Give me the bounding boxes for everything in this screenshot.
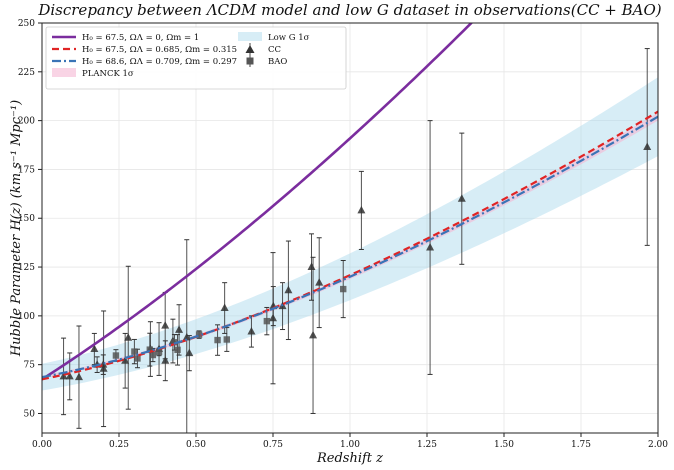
data-markers [59,142,652,381]
bao-point [131,348,138,355]
bao-point [263,317,271,325]
cc-point [99,364,108,372]
bao-point [112,352,120,359]
bao-point [214,336,221,344]
x-tick-label: 0.75 [263,440,283,450]
y-tick-label: 150 [18,214,35,224]
y-tick-label: 75 [24,361,36,371]
y-tick-label: 175 [18,165,35,175]
cc-point [175,325,184,333]
legend-label-cc: CC [268,45,281,55]
bao-point [195,331,203,338]
y-tick-label: 200 [18,117,35,127]
legend-swatch-bao [246,55,254,67]
y-tick-label: 50 [24,409,36,419]
y-axis-ticks: 50 75 100 125 150 175 200 225 250 [18,19,42,419]
cc-point [161,321,170,329]
cc-point [220,303,229,312]
x-axis-label: Redshift z [316,451,383,466]
x-axis-ticks: 0.00 0.25 0.50 0.75 1.00 1.25 1.50 1.75 2.00 [32,433,668,450]
legend-swatch-lowg-band [238,32,262,41]
y-tick-label: 125 [18,263,35,273]
bao-point [174,346,181,354]
x-tick-label: 1.25 [417,440,437,450]
cc-point [643,142,652,150]
y-tick-label: 100 [18,312,35,322]
cc-point [59,371,68,380]
legend-label-model-1: H₀ = 67.5, ΩΛ = 0, Ωm = 1 [82,33,199,43]
bao-point [340,285,347,293]
cc-point [307,262,316,271]
cc-point [90,344,99,353]
x-tick-label: 1.50 [494,440,514,450]
model-curve-3 [42,115,658,379]
legend-label-model-3: H₀ = 68.6, ΩΛ = 0.709, Ωm = 0.297 [82,57,237,67]
cc-point [74,372,83,381]
cc-point [269,313,277,322]
y-tick-label: 225 [18,68,35,78]
x-tick-label: 0.25 [109,440,129,450]
x-tick-label: 0.00 [32,440,52,450]
bao-point [223,336,230,343]
cc-point [357,205,366,214]
bao-point [149,351,157,359]
x-tick-label: 1.00 [340,440,360,450]
grid-lines [41,22,659,433]
bao-point [146,346,153,353]
bao-point [155,348,163,356]
legend-label-planck-band: PLANCK 1σ [82,69,134,79]
cc-point [457,194,466,202]
model-curve-1 [42,23,474,381]
legend-label-lowg-band: Low G 1σ [268,33,310,43]
legend-label-bao: BAO [268,57,287,67]
cc-point [121,356,130,364]
y-tick-label: 250 [18,19,35,29]
model-curves [42,23,658,381]
cc-point [65,371,74,380]
cc-point [124,333,133,341]
x-tick-label: 2.00 [648,440,668,450]
x-tick-label: 1.75 [571,440,591,450]
cc-point [182,332,191,341]
chart-title: Discrepancy between ΛCDM model and low G… [37,1,661,19]
cc-point [185,348,194,357]
legend-box [45,26,347,90]
cc-point [284,285,293,294]
cc-point [315,278,324,286]
legend-label-model-2: H₀ = 67.5, ΩΛ = 0.685, Ωm = 0.315 [82,45,237,55]
bao-point [171,339,178,346]
legend-swatch-planck-band [52,68,76,77]
cc-point [309,330,318,339]
bao-point [134,355,141,362]
y-axis-label: Hubble Parameter H(z) (km s⁻¹ Mpc⁻¹) [9,100,24,357]
legend-swatch-cc [245,43,255,55]
cc-point [247,326,256,335]
cc-point [161,356,170,364]
legend: H₀ = 67.5, ΩΛ = 0, Ωm = 1 H₀ = 67.5, ΩΛ … [45,26,347,90]
cc-point [426,243,435,251]
x-tick-label: 0.50 [186,440,206,450]
